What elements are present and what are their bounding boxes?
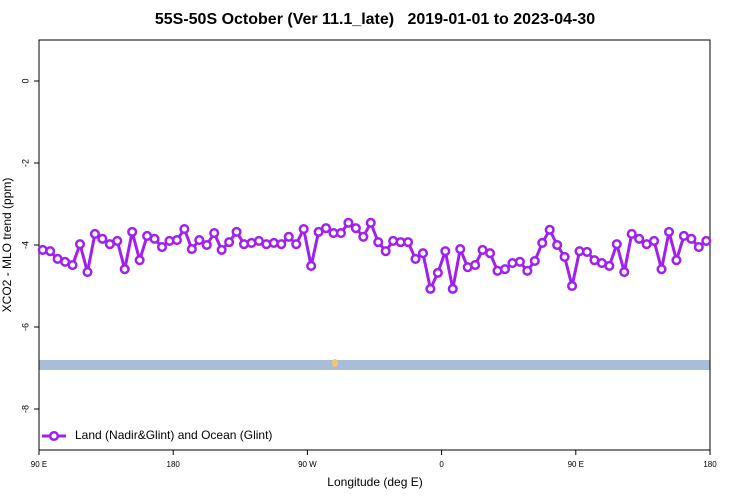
data-point bbox=[567, 280, 578, 292]
y-tick-label: 0 bbox=[20, 78, 30, 83]
data-point bbox=[298, 223, 309, 235]
data-point bbox=[663, 226, 675, 237]
data-point bbox=[686, 233, 697, 244]
data-point bbox=[559, 251, 570, 262]
data-point bbox=[626, 228, 637, 239]
data-point bbox=[127, 226, 138, 237]
x-tick-label: 180 bbox=[703, 460, 717, 469]
data-point bbox=[529, 255, 540, 267]
data-point bbox=[656, 264, 667, 275]
data-point bbox=[149, 233, 160, 244]
data-point bbox=[291, 239, 302, 250]
data-point bbox=[417, 248, 429, 259]
data-point bbox=[97, 233, 108, 244]
y-axis-label: XCO2 - MLO trend (ppm) bbox=[0, 178, 14, 313]
data-point bbox=[82, 267, 93, 278]
x-tick-label: 0 bbox=[439, 460, 444, 469]
data-point bbox=[403, 237, 414, 248]
data-point bbox=[611, 239, 622, 250]
land-mask-band bbox=[39, 360, 710, 370]
x-tick-label: 90 E bbox=[568, 460, 584, 469]
data-point bbox=[112, 235, 123, 246]
data-point bbox=[693, 242, 704, 253]
chart-title: 55S-50S October (Ver 11.1_late) 2019-01-… bbox=[155, 11, 595, 28]
data-point bbox=[320, 223, 332, 234]
y-tick-label: -6 bbox=[20, 323, 30, 331]
data-point bbox=[701, 235, 712, 246]
data-point bbox=[425, 283, 436, 294]
data-point bbox=[67, 260, 78, 271]
data-point bbox=[283, 231, 294, 242]
data-point bbox=[358, 231, 369, 242]
data-point bbox=[485, 248, 496, 259]
data-point bbox=[514, 256, 525, 267]
data-point bbox=[499, 264, 511, 275]
x-tick-label: 180 bbox=[167, 460, 181, 469]
data-point bbox=[537, 237, 548, 248]
data-point bbox=[649, 235, 660, 246]
data-point bbox=[604, 260, 615, 271]
data-point bbox=[171, 235, 182, 246]
data-point bbox=[619, 267, 630, 278]
data-point bbox=[209, 228, 220, 239]
data-point bbox=[432, 267, 443, 278]
data-point bbox=[380, 246, 391, 257]
data-point bbox=[194, 235, 205, 246]
y-tick-label: -8 bbox=[20, 405, 30, 413]
data-point bbox=[365, 217, 376, 228]
data-point bbox=[224, 237, 235, 248]
data-point bbox=[544, 224, 555, 235]
data-point bbox=[335, 228, 347, 239]
data-point bbox=[45, 246, 56, 257]
data-point bbox=[455, 244, 466, 255]
data-point bbox=[634, 233, 645, 244]
data-point bbox=[156, 242, 168, 253]
data-point bbox=[119, 264, 130, 275]
x-tick-label: 90 E bbox=[31, 460, 47, 469]
data-point bbox=[231, 226, 242, 237]
data-point bbox=[134, 255, 145, 266]
land-marker bbox=[332, 359, 338, 367]
data-point bbox=[522, 265, 533, 276]
legend-marker bbox=[48, 430, 60, 442]
data-point bbox=[89, 228, 100, 239]
data-point bbox=[74, 239, 86, 250]
data-point bbox=[350, 223, 361, 234]
data-point bbox=[410, 253, 421, 264]
data-point bbox=[373, 237, 384, 248]
data-point bbox=[581, 246, 593, 258]
data-point bbox=[440, 246, 451, 257]
data-point bbox=[306, 260, 317, 271]
data-point bbox=[343, 217, 354, 228]
data-point bbox=[552, 239, 563, 251]
data-point bbox=[201, 239, 212, 251]
data-point bbox=[313, 226, 324, 237]
data-point bbox=[179, 223, 190, 235]
data-point bbox=[216, 244, 227, 255]
data-point bbox=[671, 255, 682, 266]
y-tick-label: -4 bbox=[20, 241, 30, 249]
data-point bbox=[276, 239, 287, 250]
x-tick-label: 90 W bbox=[298, 460, 317, 469]
y-tick-label: -2 bbox=[20, 159, 30, 167]
data-point bbox=[470, 260, 481, 271]
x-axis-label: Longitude (deg E) bbox=[327, 475, 422, 489]
data-point bbox=[447, 283, 458, 294]
data-point bbox=[186, 244, 197, 255]
legend-label: Land (Nadir&Glint) and Ocean (Glint) bbox=[75, 428, 272, 442]
